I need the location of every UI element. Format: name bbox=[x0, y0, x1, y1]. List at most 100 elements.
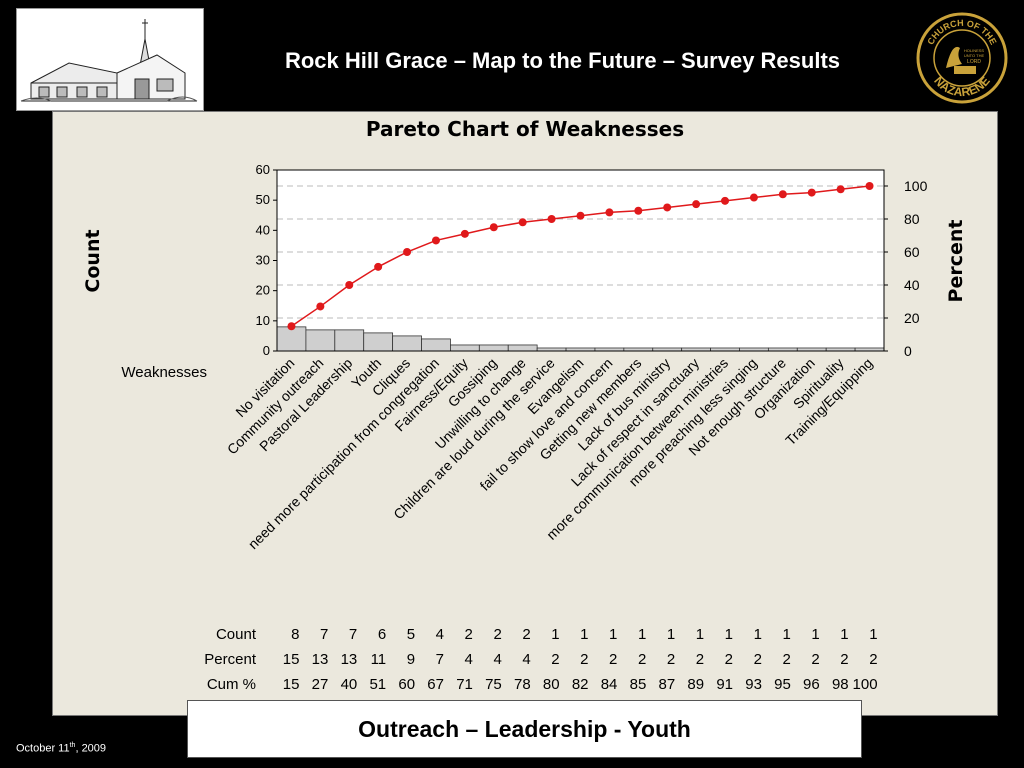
cumulative-point bbox=[316, 302, 325, 311]
table-cell: 1 bbox=[667, 626, 675, 643]
cumulative-point bbox=[721, 196, 730, 205]
table-cell: 27 bbox=[312, 676, 329, 693]
cumulative-point bbox=[605, 208, 614, 217]
table-cell: 75 bbox=[485, 676, 502, 693]
table-cell: 1 bbox=[782, 626, 790, 643]
cumulative-point bbox=[749, 193, 758, 202]
table-cell: 13 bbox=[341, 651, 358, 668]
table-cell: 7 bbox=[320, 626, 328, 643]
cumulative-point bbox=[692, 200, 701, 209]
table-cell: 2 bbox=[522, 626, 530, 643]
y-tick-label: 0 bbox=[263, 343, 270, 358]
bar-youth bbox=[363, 332, 394, 352]
y-tick-label: 20 bbox=[256, 283, 270, 298]
table-cell: 2 bbox=[696, 651, 704, 668]
table-cell: 80 bbox=[543, 676, 560, 693]
cumulative-point bbox=[518, 218, 527, 227]
table-cell: 2 bbox=[493, 626, 501, 643]
footer-date-year: , 2009 bbox=[75, 742, 107, 755]
table-cell: 1 bbox=[811, 626, 819, 643]
table-cell: 7 bbox=[436, 651, 444, 668]
table-cell: 2 bbox=[667, 651, 675, 668]
footer-date-sup: th bbox=[69, 742, 76, 749]
table-cell: 1 bbox=[696, 626, 704, 643]
bar-unwilling-to-change bbox=[507, 344, 538, 352]
table-cell: 91 bbox=[716, 676, 733, 693]
y2-tick-label: 60 bbox=[904, 244, 920, 260]
cumulative-point bbox=[489, 223, 498, 232]
footer-date: October 11th, 2009 bbox=[16, 742, 106, 755]
table-cell: 1 bbox=[869, 626, 877, 643]
table-cell: 2 bbox=[869, 651, 877, 668]
table-cell: 1 bbox=[638, 626, 646, 643]
table-cell: 4 bbox=[465, 651, 473, 668]
table-cell: 95 bbox=[774, 676, 791, 693]
subtitle-text: Outreach – Leadership - Youth bbox=[358, 715, 691, 742]
y-tick-label: 40 bbox=[256, 222, 270, 237]
table-cell: 67 bbox=[427, 676, 444, 693]
table-cell: 4 bbox=[436, 626, 444, 643]
y2-axis-title: Percent bbox=[945, 220, 967, 303]
y-axis-title: Count bbox=[82, 229, 104, 292]
seal-motto-3: LORD bbox=[967, 59, 981, 65]
cumulative-point bbox=[807, 188, 816, 197]
table-cell: 9 bbox=[407, 651, 415, 668]
cumulative-point bbox=[576, 211, 585, 220]
table-cell: 4 bbox=[493, 651, 501, 668]
cumulative-point bbox=[836, 185, 845, 194]
y-tick-label: 30 bbox=[256, 253, 270, 268]
table-cell: 1 bbox=[840, 626, 848, 643]
y2-tick-label: 20 bbox=[904, 310, 920, 326]
table-row-label: Cum % bbox=[207, 676, 256, 693]
table-cell: 13 bbox=[312, 651, 329, 668]
slide-title: Rock Hill Grace – Map to the Future – Su… bbox=[284, 48, 841, 73]
table-cell: 93 bbox=[745, 676, 762, 693]
y2-tick-label: 40 bbox=[904, 277, 920, 293]
cumulative-point bbox=[865, 182, 874, 190]
table-cell: 85 bbox=[630, 676, 647, 693]
table-cell: 2 bbox=[725, 651, 733, 668]
y2-tick-label: 80 bbox=[904, 211, 920, 227]
table-cell: 15 bbox=[283, 651, 300, 668]
table-cell: 2 bbox=[754, 651, 762, 668]
seal-motto-2: UNTO THE bbox=[964, 53, 985, 58]
x-axis-title: Weaknesses bbox=[121, 364, 207, 381]
bar-need-more-participation-from-congregation bbox=[421, 338, 451, 352]
table-cell: 87 bbox=[659, 676, 676, 693]
table-cell: 1 bbox=[725, 626, 733, 643]
table-cell: 1 bbox=[551, 626, 559, 643]
table-cell: 51 bbox=[369, 676, 386, 693]
church-building-image bbox=[16, 8, 204, 111]
bar-community-outreach bbox=[305, 329, 336, 352]
seal-motto-1: HOLINESS bbox=[964, 48, 985, 53]
y2-tick-label: 0 bbox=[904, 343, 912, 359]
cumulative-point bbox=[778, 190, 787, 199]
table-cell: 100 bbox=[853, 676, 878, 693]
cumulative-point bbox=[663, 203, 672, 212]
bar-no-visitation bbox=[276, 326, 307, 352]
church-drawing-icon bbox=[20, 19, 198, 102]
y-tick-label: 50 bbox=[256, 192, 270, 207]
table-cell: 78 bbox=[514, 676, 531, 693]
table-cell: 5 bbox=[407, 626, 415, 643]
subtitle-box: Outreach – Leadership - Youth bbox=[187, 700, 862, 758]
cumulative-point bbox=[634, 206, 643, 215]
cumulative-point bbox=[431, 236, 440, 245]
cumulative-point bbox=[403, 248, 412, 256]
cumulative-point bbox=[374, 262, 383, 271]
flame-icon bbox=[946, 46, 962, 68]
bar-fairness-equity bbox=[450, 344, 480, 352]
table-row-label: Percent bbox=[204, 651, 257, 668]
table-cell: 4 bbox=[522, 651, 530, 668]
church-of-the-nazarene-seal: CHURCH OF THE NAZARENE HOLINESS UNTO THE… bbox=[916, 12, 1008, 104]
cumulative-point bbox=[287, 322, 296, 331]
table-cell: 8 bbox=[291, 626, 299, 643]
table-cell: 1 bbox=[609, 626, 617, 643]
cumulative-point bbox=[460, 229, 469, 238]
table-cell: 2 bbox=[465, 626, 473, 643]
table-cell: 6 bbox=[378, 626, 386, 643]
table-cell: 2 bbox=[638, 651, 646, 668]
table-cell: 98 bbox=[832, 676, 849, 693]
table-cell: 82 bbox=[572, 676, 589, 693]
